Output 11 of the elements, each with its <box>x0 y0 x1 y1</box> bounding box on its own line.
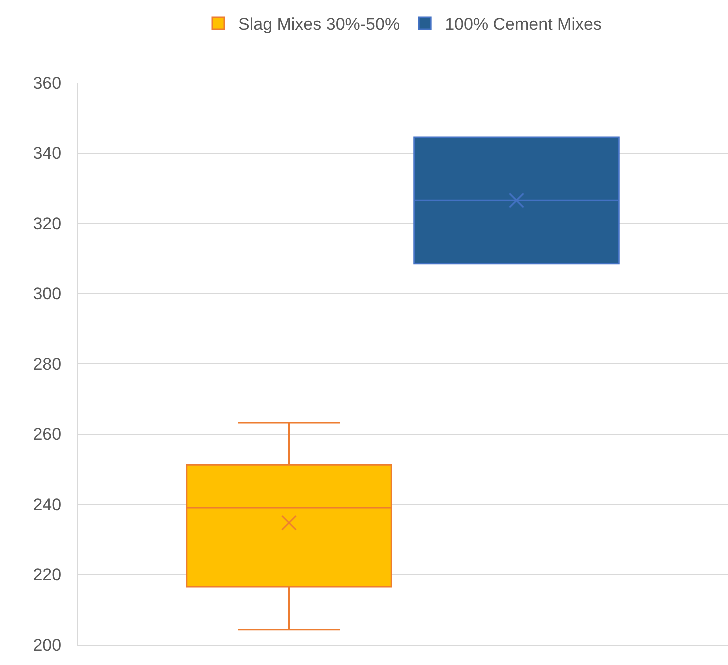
y-tick-label: 260 <box>33 425 62 444</box>
y-tick-label: 320 <box>33 214 62 234</box>
y-tick-label: 300 <box>33 284 62 304</box>
y-tick-label: 200 <box>33 636 62 655</box>
y-tick-label: 220 <box>33 566 62 585</box>
y-tick-label: 360 <box>33 74 62 93</box>
legend-label: 100% Cement Mixes <box>445 15 602 34</box>
legend-label: Slag Mixes 30%-50% <box>238 15 400 34</box>
y-tick-label: 340 <box>33 144 62 164</box>
y-tick-label: 280 <box>33 354 62 374</box>
y-tick-label: 240 <box>33 495 62 514</box>
